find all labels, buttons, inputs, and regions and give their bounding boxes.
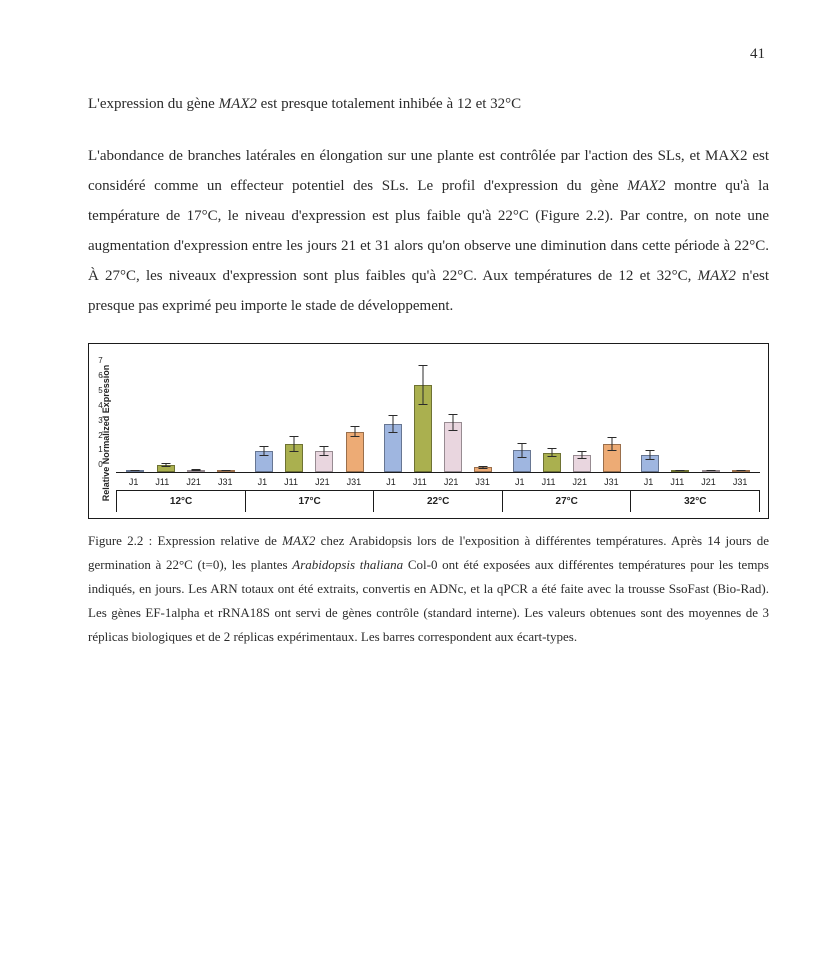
page-number: 41 bbox=[88, 42, 769, 68]
chart-group bbox=[503, 444, 632, 472]
chart-temperature-label: 22°C bbox=[374, 490, 503, 512]
chart-temperature-label: 17°C bbox=[246, 490, 375, 512]
figure-caption: Figure 2.2 : Expression relative de MAX2… bbox=[88, 529, 769, 649]
chart-temperature-label: 12°C bbox=[116, 490, 246, 512]
chart-bar bbox=[346, 432, 364, 472]
chart-x-tick-label: J11 bbox=[155, 475, 169, 490]
chart-group bbox=[116, 465, 245, 472]
chart-x-tick-label: J21 bbox=[444, 475, 459, 490]
chart-temp-labels: 12°C17°C22°C27°C32°C bbox=[116, 490, 760, 512]
chart-frame: Relative Normalized Expression 76543210 … bbox=[88, 343, 769, 519]
chart-x-labels: J1 J11 J21 J31 J1 J11 J21 J31 J1 J11 J21 J31 J1 J11 J2… bbox=[116, 473, 760, 490]
chart-x-tick-label: J11 bbox=[284, 475, 298, 490]
chart-group bbox=[245, 432, 374, 472]
c3: Arabidopsis thaliana bbox=[292, 557, 403, 572]
chart-group bbox=[374, 385, 503, 472]
chart-x-tick-label: J1 bbox=[515, 475, 525, 490]
chart-x-tick-label: J1 bbox=[258, 475, 268, 490]
chart-x-tick-label: J1 bbox=[644, 475, 654, 490]
c1: MAX2 bbox=[282, 533, 315, 548]
c0: Figure 2.2 : Expression relative de bbox=[88, 533, 282, 548]
p3: MAX2 bbox=[698, 268, 736, 284]
chart-x-tick-label: J21 bbox=[315, 475, 330, 490]
chart-x-tick-label: J31 bbox=[604, 475, 619, 490]
chart-x-tick-label: J1 bbox=[386, 475, 396, 490]
chart-x-tick-label: J31 bbox=[347, 475, 362, 490]
chart-x-tick-label: J11 bbox=[670, 475, 684, 490]
section-title: L'expression du gène MAX2 est presque to… bbox=[88, 92, 769, 118]
chart-x-tick-label: J11 bbox=[542, 475, 556, 490]
chart-x-tick-label: J31 bbox=[733, 475, 748, 490]
chart-x-tick-label: J11 bbox=[413, 475, 427, 490]
chart-x-tick-label: J21 bbox=[573, 475, 588, 490]
t2: est presque totalement inhibée à 12 et 3… bbox=[257, 96, 521, 112]
t1: MAX2 bbox=[219, 96, 257, 112]
chart-temperature-label: 32°C bbox=[631, 490, 760, 512]
bar-chart: 76543210 bbox=[116, 354, 760, 473]
body-paragraph: L'abondance de branches latérales en élo… bbox=[88, 141, 769, 321]
chart-temperature-label: 27°C bbox=[503, 490, 632, 512]
chart-x-tick-label: J21 bbox=[701, 475, 716, 490]
p1: MAX2 bbox=[627, 178, 665, 194]
chart-x-tick-label: J31 bbox=[475, 475, 490, 490]
chart-x-tick-label: J31 bbox=[218, 475, 233, 490]
t0: L'expression du gène bbox=[88, 96, 219, 112]
chart-x-tick-label: J21 bbox=[186, 475, 201, 490]
chart-x-tick-label: J1 bbox=[129, 475, 139, 490]
chart-group bbox=[631, 455, 760, 472]
